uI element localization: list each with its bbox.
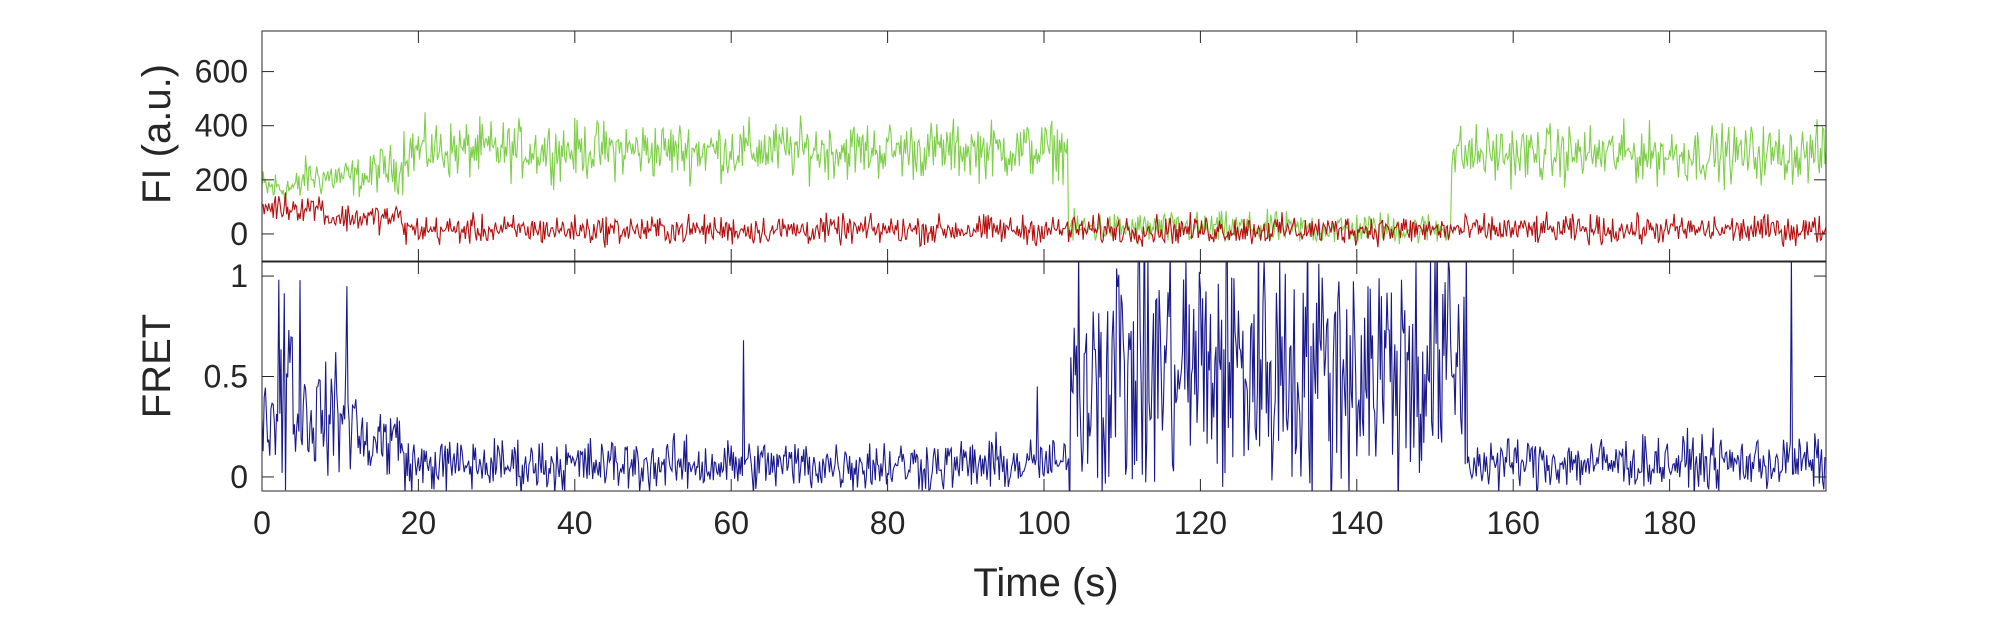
y-tick-label: 600 bbox=[195, 54, 248, 90]
x-tick-label: 80 bbox=[870, 505, 906, 541]
intensity-panel: 0 200 400 600 bbox=[195, 31, 1826, 261]
x-tick-label: 20 bbox=[401, 505, 437, 541]
fret-y-axis-label: FRET bbox=[135, 314, 179, 418]
x-tick-label: 40 bbox=[557, 505, 593, 541]
y-tick-label: 0 bbox=[230, 216, 248, 252]
x-tick-label: 0 bbox=[253, 505, 271, 541]
y-tick-label: 1 bbox=[230, 258, 248, 294]
plot-area bbox=[262, 195, 1826, 517]
series-line-1-0 bbox=[262, 195, 1826, 517]
x-tick-label: 180 bbox=[1643, 505, 1696, 541]
y-tick-label: 400 bbox=[195, 108, 248, 144]
x-tick-label: 160 bbox=[1487, 505, 1540, 541]
y-tick-label: 0 bbox=[230, 459, 248, 495]
x-tick-label: 60 bbox=[713, 505, 749, 541]
time-x-axis-label: Time (s) bbox=[973, 561, 1118, 605]
y-tick-label: 0.5 bbox=[204, 359, 248, 395]
series-line-0-1 bbox=[262, 192, 1826, 247]
plot-area bbox=[262, 112, 1826, 247]
fret-panel: 0 0.5 1 0 20 40 60 80 100 120 140 160 180 bbox=[204, 195, 1826, 542]
intensity-y-axis-label: FI (a.u.) bbox=[135, 64, 179, 204]
x-tick-label: 100 bbox=[1017, 505, 1070, 541]
x-tick-label: 120 bbox=[1174, 505, 1227, 541]
y-tick-label: 200 bbox=[195, 162, 248, 198]
x-tick-label: 140 bbox=[1330, 505, 1383, 541]
